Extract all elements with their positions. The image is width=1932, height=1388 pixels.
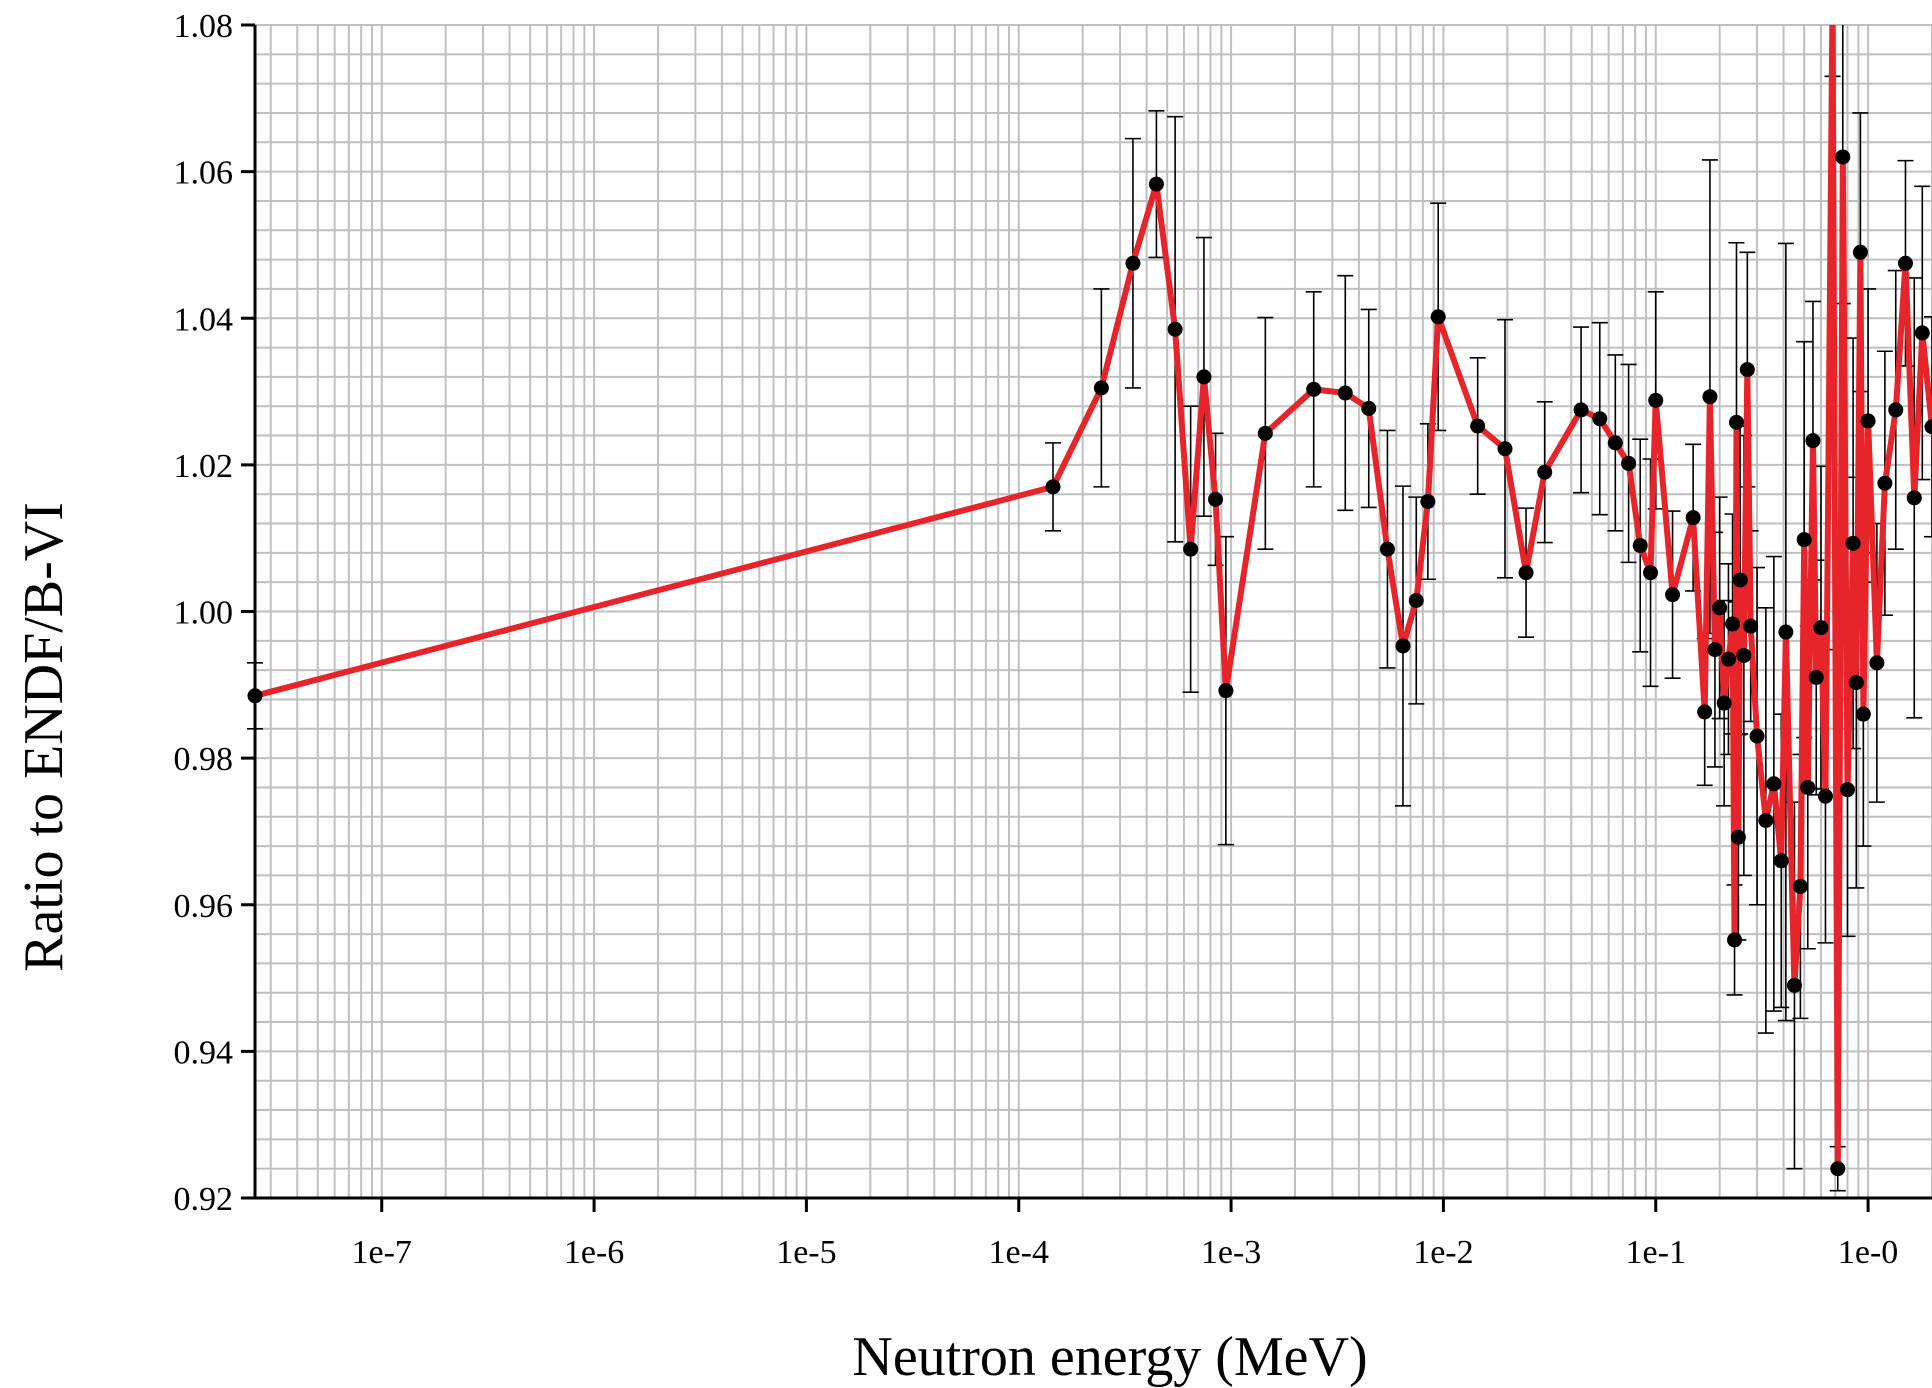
x-tick-label: 1e-2 <box>1413 1234 1473 1271</box>
x-tick-label: 1e-3 <box>1201 1234 1261 1271</box>
data-point <box>1758 812 1774 828</box>
data-point <box>1869 655 1885 671</box>
data-point <box>1337 385 1353 401</box>
x-tick-label: 1e-7 <box>352 1234 412 1271</box>
data-point <box>1408 593 1424 609</box>
x-tick-label: 1e-1 <box>1626 1234 1686 1271</box>
data-point <box>1848 675 1864 691</box>
data-point <box>1125 255 1141 271</box>
data-point <box>1727 932 1743 948</box>
data-point <box>1632 538 1648 554</box>
data-point <box>1518 565 1534 581</box>
data-point <box>1730 829 1746 845</box>
data-point <box>1497 441 1513 457</box>
data-point <box>1830 1161 1846 1177</box>
data-point <box>1430 309 1446 325</box>
data-point <box>1835 149 1851 165</box>
data-point <box>1855 706 1871 722</box>
data-point <box>1470 418 1486 434</box>
data-point <box>1697 704 1713 720</box>
data-point <box>1420 494 1436 510</box>
axes <box>241 23 1932 1212</box>
y-axis-title: Ratio to ENDF/B-VI <box>13 502 75 972</box>
y-tick-label: 1.02 <box>174 448 234 485</box>
data-point <box>1093 380 1109 396</box>
data-point <box>1257 425 1273 441</box>
data-point <box>1732 572 1748 588</box>
data-point <box>1840 782 1856 798</box>
tick-labels: 0.92 0.94 0.96 0.98 1.00 1.02 1.04 1.06 1.08 1e-7… <box>174 8 1899 1271</box>
data-point <box>1808 669 1824 685</box>
data-point <box>1379 541 1395 557</box>
data-point <box>1813 620 1829 636</box>
data-point <box>1720 651 1736 667</box>
data-point <box>1914 325 1930 341</box>
x-tick-label: 1e-0 <box>1838 1234 1898 1271</box>
data-point <box>1665 587 1681 603</box>
x-tick-label: 1e-5 <box>776 1234 836 1271</box>
x-tick-label: 1e-4 <box>989 1234 1049 1271</box>
data-point <box>1725 616 1741 632</box>
data-point <box>1773 853 1789 869</box>
data-point <box>1817 788 1833 804</box>
data-point <box>1778 624 1794 640</box>
plot-area <box>247 25 1932 1192</box>
data-point <box>1395 638 1411 654</box>
data-point <box>1805 433 1821 449</box>
data-point <box>1786 977 1802 993</box>
data-point <box>1573 402 1589 418</box>
data-point <box>1685 510 1701 526</box>
data-point <box>1796 532 1812 548</box>
data-point <box>1306 381 1322 397</box>
data-point <box>1749 728 1765 744</box>
data-point <box>1716 695 1732 711</box>
data-point <box>1218 683 1234 699</box>
data-point <box>1888 402 1904 418</box>
data-point <box>1361 400 1377 416</box>
x-tick-label: 1e-6 <box>564 1234 624 1271</box>
y-tick-label: 0.94 <box>174 1034 234 1071</box>
data-point <box>1648 392 1664 408</box>
data-point <box>1743 618 1759 634</box>
data-point <box>1800 779 1816 795</box>
data-point <box>1792 878 1808 894</box>
data-point <box>1728 414 1744 430</box>
data-point <box>1183 541 1199 557</box>
data-point <box>1736 647 1752 663</box>
data-point <box>1167 321 1183 337</box>
y-tick-label: 0.96 <box>174 888 234 925</box>
data-point <box>1537 464 1553 480</box>
grid <box>255 24 1932 1199</box>
data-point <box>1643 565 1659 581</box>
data-point <box>1877 475 1893 491</box>
data-point <box>1208 491 1224 507</box>
data-point <box>1906 490 1922 506</box>
data-point <box>1707 642 1723 658</box>
data-point <box>1196 369 1212 385</box>
y-tick-label: 1.00 <box>174 595 234 632</box>
data-point <box>1924 419 1932 435</box>
data-point <box>1739 362 1755 378</box>
data-point <box>1712 600 1728 616</box>
data-point <box>1852 244 1868 260</box>
data-point <box>1860 413 1876 429</box>
data-point <box>1148 176 1164 192</box>
y-tick-label: 1.04 <box>174 301 234 338</box>
data-point <box>1592 411 1608 427</box>
x-axis-title: Neutron energy (MeV) <box>852 1326 1367 1388</box>
y-tick-label: 0.98 <box>174 741 234 778</box>
y-tick-label: 0.92 <box>174 1181 234 1218</box>
data-point <box>1045 479 1061 495</box>
data-point <box>1621 455 1637 471</box>
y-tick-label: 1.06 <box>174 155 234 192</box>
data-point <box>1766 776 1782 792</box>
data-point <box>1702 389 1718 405</box>
data-point <box>1897 255 1913 271</box>
data-point <box>1607 435 1623 451</box>
y-tick-label: 1.08 <box>174 8 234 45</box>
data-point <box>1845 535 1861 551</box>
